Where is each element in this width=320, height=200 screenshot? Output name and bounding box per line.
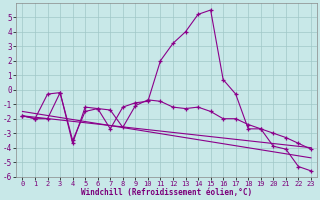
X-axis label: Windchill (Refroidissement éolien,°C): Windchill (Refroidissement éolien,°C) (81, 188, 252, 197)
